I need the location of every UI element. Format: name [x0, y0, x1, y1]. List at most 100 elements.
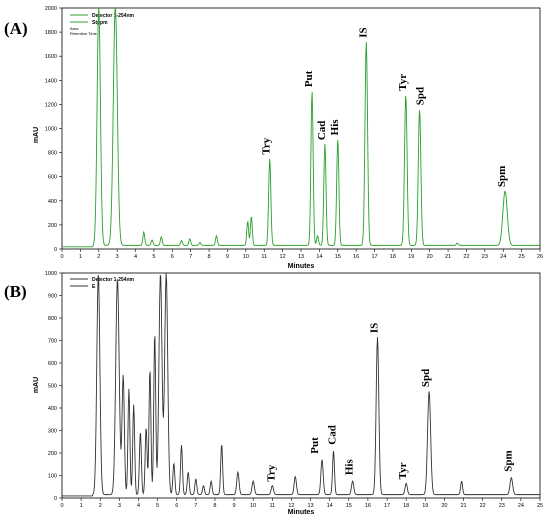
x-tick-label: 14 [327, 503, 333, 509]
x-tick-label: 19 [422, 503, 428, 509]
x-tick-label: 21 [445, 254, 451, 260]
y-tick-label: 600 [48, 175, 57, 181]
x-tick-label: 5 [152, 254, 155, 260]
panel-a-x-axis-title: Minutes [288, 263, 315, 270]
panel-a-peak-labels: Try Put Cad His IS Tyr Spd Spm [261, 27, 508, 187]
y-tick-label: 800 [48, 316, 57, 322]
panel-a-legend-4: Retention Time [70, 31, 98, 36]
x-tick-label: 5 [156, 503, 159, 509]
x-tick-label: 10 [250, 503, 256, 509]
y-tick-label: 1400 [45, 78, 57, 84]
y-tick-label: 100 [48, 474, 57, 480]
x-tick-label: 11 [261, 254, 267, 260]
y-tick-label: 1600 [45, 54, 57, 60]
y-tick-label: 1000 [45, 271, 57, 277]
x-tick-label: 14 [316, 254, 322, 260]
panel-b-frame [62, 273, 540, 498]
y-tick-label: 200 [48, 451, 57, 457]
x-tick-label: 9 [226, 254, 229, 260]
x-tick-label: 21 [460, 503, 466, 509]
x-tick-label: 23 [499, 503, 505, 509]
x-tick-label: 0 [60, 254, 63, 260]
x-tick-label: 18 [403, 503, 409, 509]
x-tick-label: 4 [134, 254, 137, 260]
x-tick-label: 2 [97, 254, 100, 260]
x-tick-label: 12 [280, 254, 286, 260]
peak-label-spd: Spd [415, 87, 427, 105]
y-tick-label: 600 [48, 361, 57, 367]
x-tick-label: 3 [118, 503, 121, 509]
x-tick-label: 16 [365, 503, 371, 509]
y-tick-label: 400 [48, 406, 57, 412]
x-tick-label: 4 [137, 503, 140, 509]
x-tick-label: 25 [537, 503, 543, 509]
panel-b-x-ticks: 0 1 2 3 4 5 6 7 8 9 10 11 12 13 14 15 16 17 18 19 20 21 22 23 24… [60, 498, 543, 509]
x-tick-label: 15 [346, 503, 352, 509]
peak-label-try: Try [261, 137, 273, 154]
panel-a-frame [62, 8, 540, 249]
panel-a-y-axis-title: mAU [33, 127, 40, 143]
y-tick-label: 200 [48, 223, 57, 229]
peak-label-cad: Cad [316, 121, 328, 141]
peak-label-spm: Spm [496, 166, 508, 187]
y-tick-label: 1000 [45, 127, 57, 133]
y-tick-label: 0 [54, 496, 57, 502]
x-tick-label: 18 [390, 254, 396, 260]
panel-a-letter: (A) [4, 19, 28, 38]
panel-b-x-axis-title: Minutes [288, 509, 315, 516]
x-tick-label: 1 [79, 254, 82, 260]
peak-label-spm: Spm [502, 450, 514, 471]
panel-a-y-ticks: 0 200 400 600 800 1000 1200 1400 1600 1800 2000 [45, 6, 62, 253]
y-tick-label: 700 [48, 339, 57, 345]
peak-label-is: IS [368, 323, 380, 333]
x-tick-label: 1 [80, 503, 83, 509]
panel-b-peak-labels: Try Put Cad His IS Tyr Spd Spm [265, 323, 514, 482]
y-tick-label: 800 [48, 151, 57, 157]
peak-label-cad: Cad [327, 425, 339, 445]
x-tick-label: 24 [500, 254, 506, 260]
x-tick-label: 16 [353, 254, 359, 260]
y-tick-label: 1800 [45, 30, 57, 36]
x-tick-label: 2 [99, 503, 102, 509]
y-tick-label: 400 [48, 199, 57, 205]
panel-b-y-ticks: 0 100 200 300 400 500 600 700 800 900 1000 [45, 271, 62, 502]
panel-a: (A) 020040060080010001200140016001800200… [4, 6, 543, 270]
x-tick-label: 13 [298, 254, 304, 260]
peak-label-try: Try [265, 464, 277, 481]
x-tick-label: 3 [116, 254, 119, 260]
panel-b-letter: (B) [4, 282, 27, 301]
panel-a-x-ticks: 0 1 2 3 4 5 6 7 8 9 10 11 12 13 14 15 16 17 18 19 20 21 22 23 24… [60, 249, 543, 260]
x-tick-label: 17 [384, 503, 390, 509]
panel-a-legend: Detector 1-254nm Stppm Area Retention Ti… [70, 13, 135, 36]
y-tick-label: 500 [48, 384, 57, 390]
x-tick-label: 7 [189, 254, 192, 260]
x-tick-label: 20 [441, 503, 447, 509]
y-tick-label: 0 [54, 247, 57, 253]
y-tick-label: 2000 [45, 6, 57, 12]
peak-label-put: Put [309, 437, 321, 454]
x-tick-label: 23 [482, 254, 488, 260]
x-tick-label: 19 [408, 254, 414, 260]
panel-b: (B) 0 100 200 300 400 500 600 700 800 900 1000 0 1 2… [4, 271, 543, 516]
x-tick-label: 7 [194, 503, 197, 509]
peak-label-is: IS [357, 27, 369, 37]
panel-b-legend-2: E [92, 284, 96, 290]
peak-label-spd: Spd [420, 369, 432, 387]
x-tick-label: 6 [171, 254, 174, 260]
y-tick-label: 300 [48, 429, 57, 435]
x-tick-label: 17 [371, 254, 377, 260]
y-tick-label: 900 [48, 294, 57, 300]
x-tick-label: 22 [480, 503, 486, 509]
x-tick-label: 0 [60, 503, 63, 509]
panel-b-legend: Detector 1-254nm E [70, 277, 135, 290]
x-tick-label: 26 [537, 254, 543, 260]
x-tick-label: 11 [269, 503, 275, 509]
x-tick-label: 10 [243, 254, 249, 260]
peak-label-put: Put [303, 70, 315, 87]
x-tick-label: 6 [175, 503, 178, 509]
peak-label-tyr: Tyr [397, 462, 409, 479]
x-tick-label: 8 [213, 503, 216, 509]
panel-a-legend-2: Stppm [92, 20, 108, 26]
y-tick-label: 1200 [45, 102, 57, 108]
